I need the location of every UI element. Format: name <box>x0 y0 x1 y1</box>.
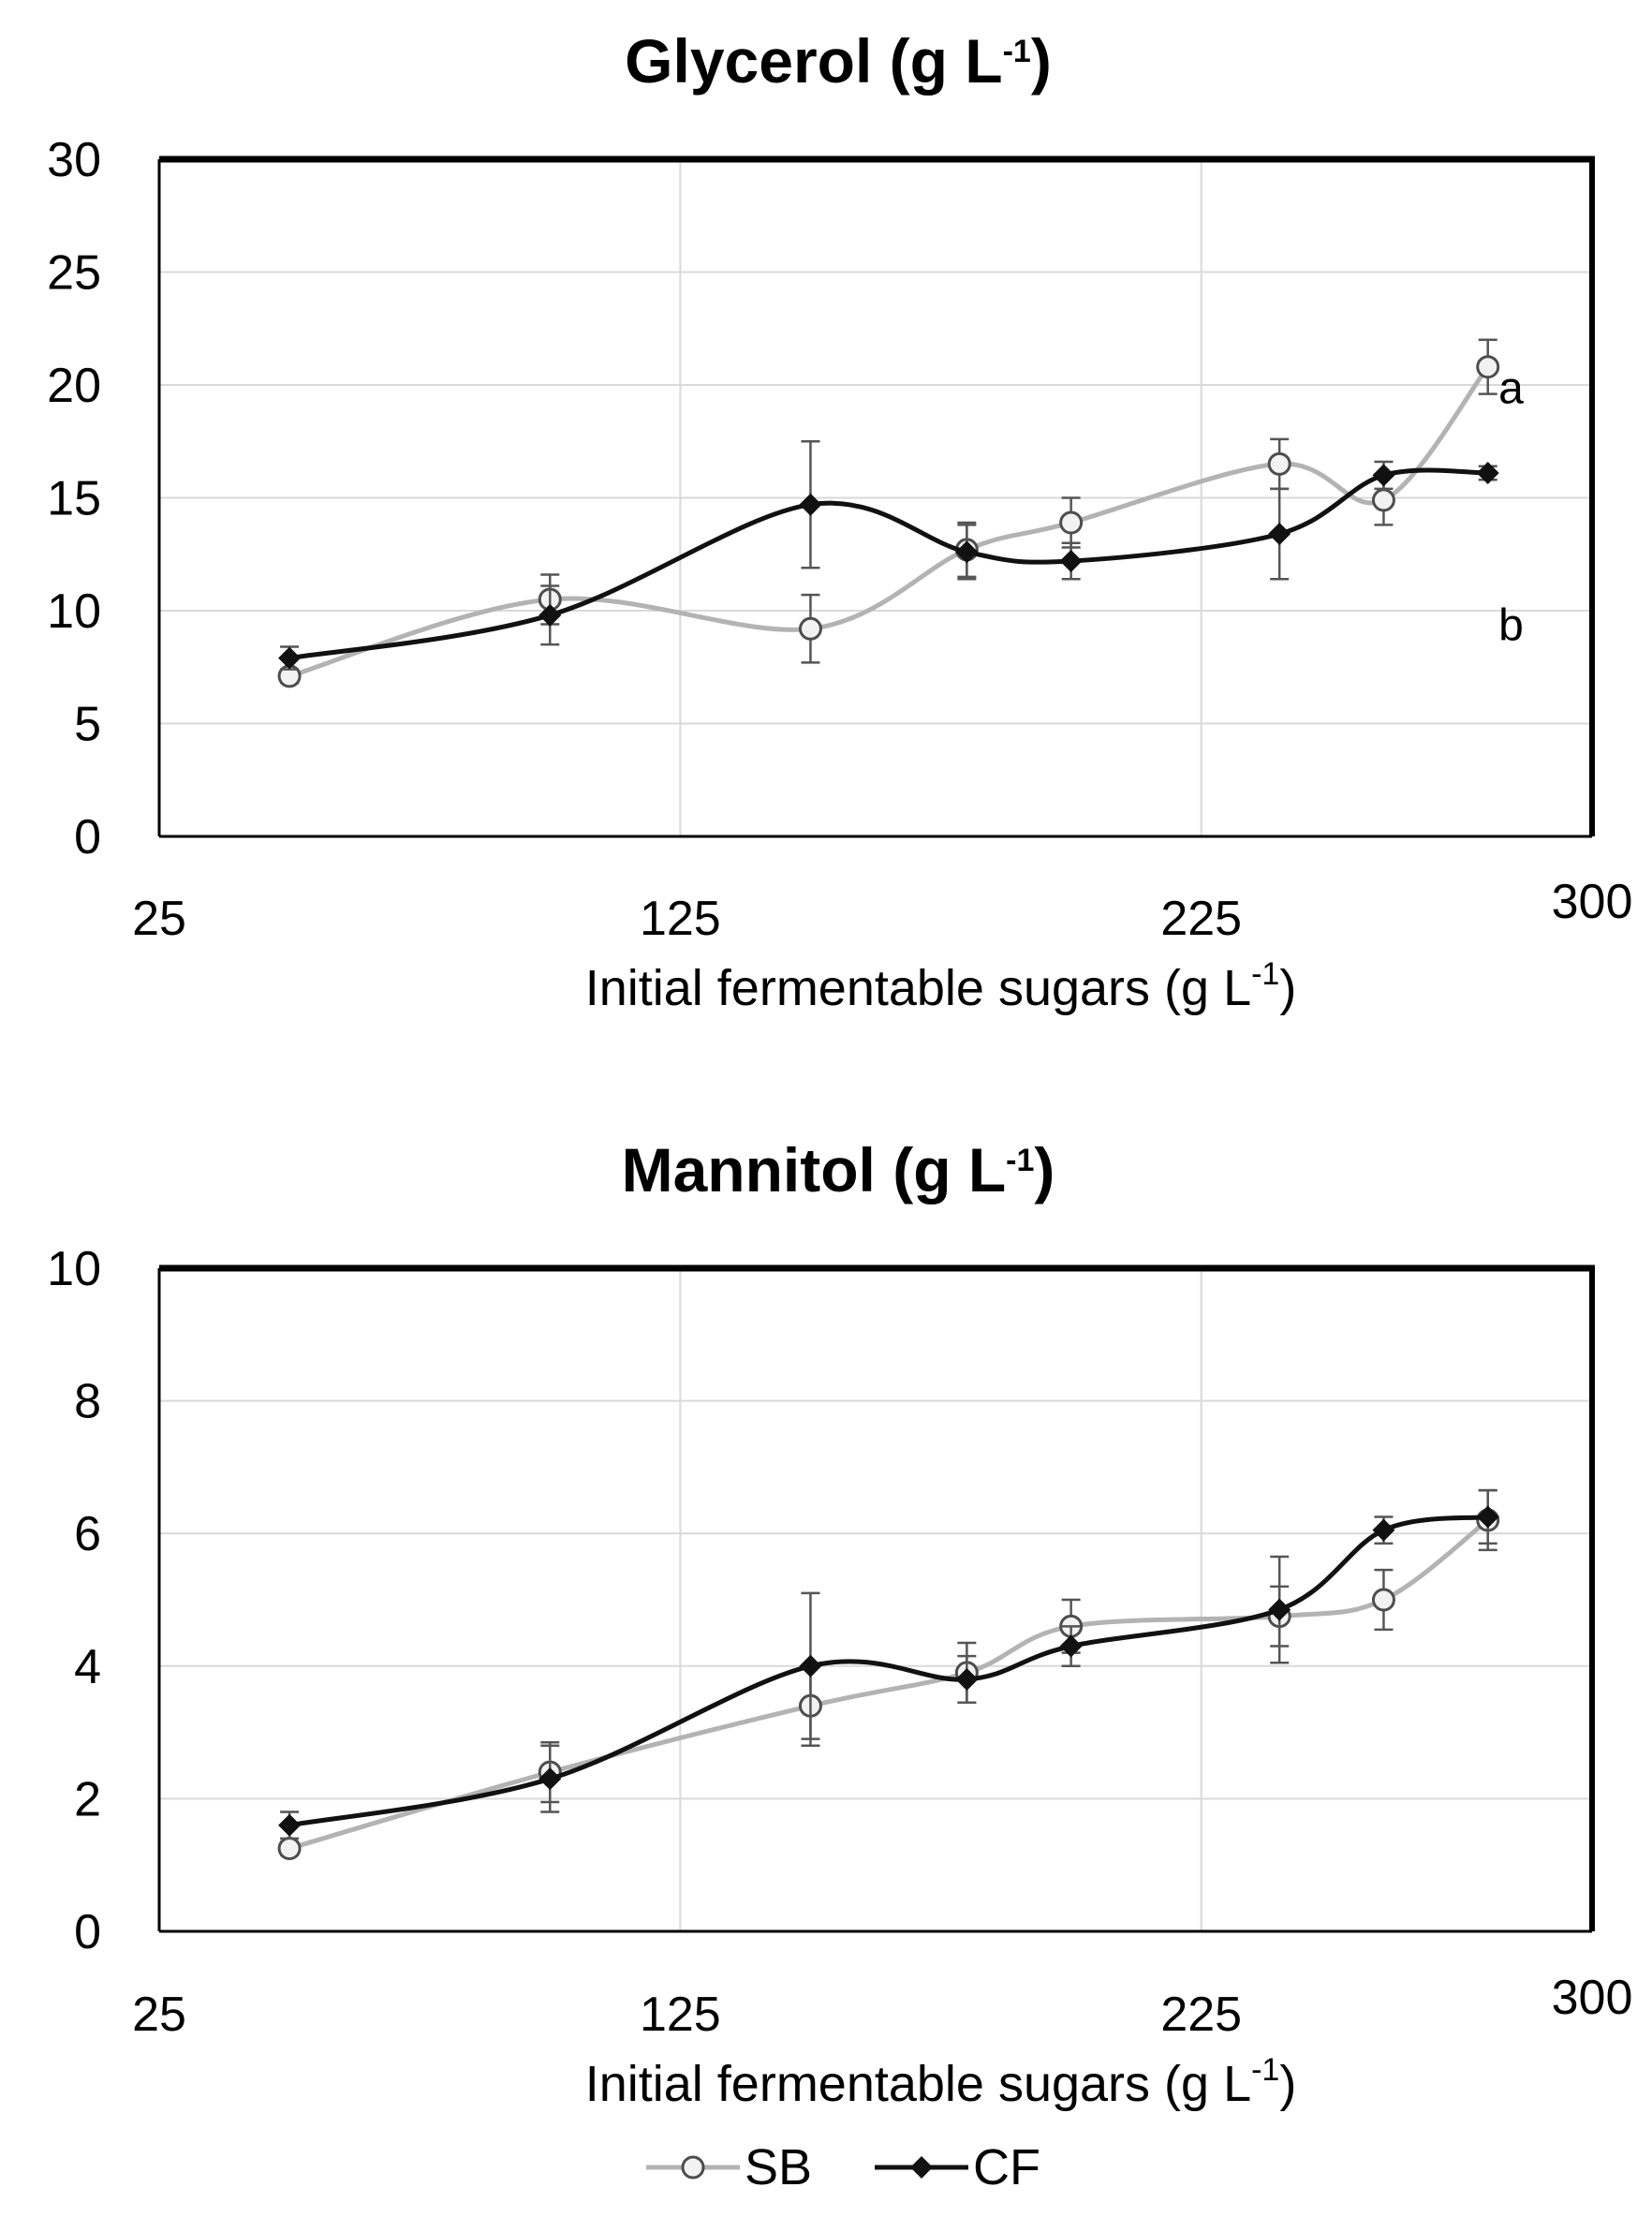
chart-title-tail: ) <box>1034 1135 1055 1205</box>
legend-item-sb: SB <box>646 2139 812 2195</box>
y-tick-label: 10 <box>47 584 101 639</box>
legend-marker-diamond <box>910 2156 933 2179</box>
y-tick-label: 4 <box>74 1640 101 1694</box>
data-point <box>1059 510 1084 535</box>
y-tick-label: 10 <box>47 1242 101 1296</box>
x-tick-label: 25 <box>132 892 186 946</box>
legend-item-cf: CF <box>875 2139 1040 2195</box>
data-point <box>1268 1598 1291 1621</box>
legend: SB CF <box>646 2139 1040 2195</box>
x-tick-label: 125 <box>640 892 721 946</box>
y-tick-label: 6 <box>74 1507 101 1561</box>
x-axis-label-main: Initial fermentable sugars (g L <box>585 960 1251 1016</box>
x-tick-label: 300 <box>1552 1971 1633 2025</box>
chart-title-exponent: -1 <box>1006 1143 1034 1178</box>
y-tick-label: 0 <box>74 810 101 865</box>
chart-title-exponent: -1 <box>1003 34 1031 69</box>
x-tick-label: 25 <box>132 1988 186 2042</box>
data-point <box>538 603 562 627</box>
series-line <box>288 1515 1489 1828</box>
annotation-label: a <box>1498 363 1524 413</box>
data-point <box>278 646 302 670</box>
data-point <box>1476 355 1500 379</box>
data-point <box>277 1837 302 1860</box>
data-point <box>799 1654 822 1678</box>
gridlines <box>159 159 1592 836</box>
y-tick-label: 8 <box>74 1375 101 1429</box>
gridlines <box>159 1268 1592 1931</box>
data-point <box>1059 1634 1083 1658</box>
x-axis-label-tail: ) <box>1279 960 1296 1016</box>
chart-title: Glycerol (g L-1) <box>625 26 1052 96</box>
x-axis-label-main: Initial fermentable sugars (g L <box>585 2056 1251 2112</box>
y-tick-label: 2 <box>74 1772 101 1826</box>
data-point <box>278 1813 302 1837</box>
data-point <box>799 493 822 516</box>
data-point <box>798 616 822 641</box>
y-tick-label: 20 <box>47 359 101 413</box>
data-point <box>1372 464 1395 487</box>
x-tick-label: 125 <box>640 1988 721 2042</box>
chart-title-main: Glycerol (g L <box>625 26 1002 96</box>
legend-label: SB <box>745 2139 812 2195</box>
data-point <box>1268 523 1291 546</box>
data-point <box>955 1667 979 1691</box>
x-tick-label: 225 <box>1160 892 1242 946</box>
y-tick-label: 25 <box>47 246 101 301</box>
legend-marker-circle <box>681 2155 705 2180</box>
data-point <box>955 540 979 564</box>
series-sb <box>277 1488 1500 1860</box>
annotation-label: b <box>1498 600 1524 650</box>
x-axis-label-exponent: -1 <box>1251 2052 1279 2088</box>
data-point <box>1059 549 1083 572</box>
data-point <box>1372 1518 1395 1542</box>
x-axis-label-exponent: -1 <box>1251 956 1279 992</box>
x-axis-label: Initial fermentable sugars (g L-1) <box>585 956 1297 1016</box>
y-tick-label: 0 <box>74 1905 101 1959</box>
series-cf <box>278 440 1499 671</box>
y-tick-label: 5 <box>74 698 101 752</box>
x-axis-label-tail: ) <box>1279 2056 1296 2112</box>
chart-title-main: Mannitol (g L <box>622 1135 1007 1205</box>
x-axis-label: Initial fermentable sugars (g L-1) <box>585 2052 1297 2112</box>
y-tick-label: 30 <box>47 133 101 187</box>
series-cf <box>278 1488 1499 1840</box>
data-point <box>538 1767 562 1791</box>
chart-title-tail: ) <box>1031 26 1052 96</box>
data-point <box>1371 1588 1395 1612</box>
data-point <box>1476 461 1499 484</box>
legend-label: CF <box>973 2139 1040 2195</box>
x-tick-label: 225 <box>1160 1988 1242 2042</box>
chart-title: Mannitol (g L-1) <box>622 1135 1055 1205</box>
data-point <box>1476 1505 1499 1529</box>
x-tick-label: 300 <box>1552 875 1633 929</box>
data-point <box>1267 451 1291 476</box>
y-tick-label: 15 <box>47 472 101 526</box>
data-point <box>1371 488 1395 512</box>
